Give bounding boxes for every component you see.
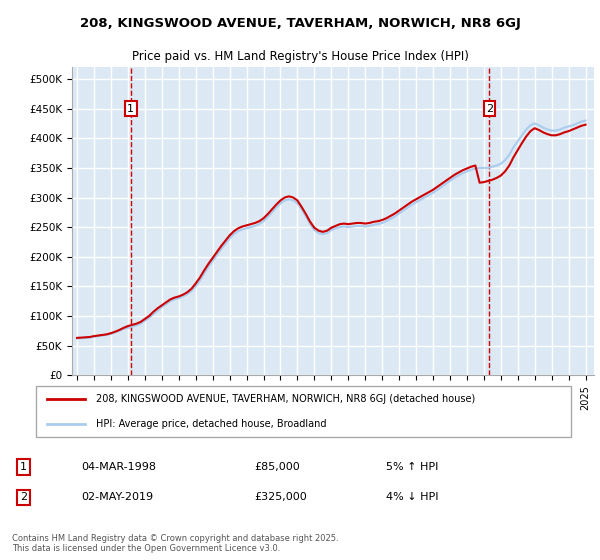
Text: 208, KINGSWOOD AVENUE, TAVERHAM, NORWICH, NR8 6GJ (detached house): 208, KINGSWOOD AVENUE, TAVERHAM, NORWICH… xyxy=(96,394,475,404)
Text: £85,000: £85,000 xyxy=(254,462,299,472)
Text: 2: 2 xyxy=(20,492,27,502)
FancyBboxPatch shape xyxy=(35,386,571,437)
Text: 208, KINGSWOOD AVENUE, TAVERHAM, NORWICH, NR8 6GJ: 208, KINGSWOOD AVENUE, TAVERHAM, NORWICH… xyxy=(80,17,520,30)
Text: 04-MAR-1998: 04-MAR-1998 xyxy=(81,462,156,472)
Text: Contains HM Land Registry data © Crown copyright and database right 2025.
This d: Contains HM Land Registry data © Crown c… xyxy=(12,534,338,553)
Text: 1: 1 xyxy=(20,462,27,472)
Text: 2: 2 xyxy=(486,104,493,114)
Text: HPI: Average price, detached house, Broadland: HPI: Average price, detached house, Broa… xyxy=(96,419,327,429)
Text: 02-MAY-2019: 02-MAY-2019 xyxy=(81,492,153,502)
Text: 5% ↑ HPI: 5% ↑ HPI xyxy=(386,462,439,472)
Text: 4% ↓ HPI: 4% ↓ HPI xyxy=(386,492,439,502)
Text: £325,000: £325,000 xyxy=(254,492,307,502)
Text: 1: 1 xyxy=(127,104,134,114)
Text: Price paid vs. HM Land Registry's House Price Index (HPI): Price paid vs. HM Land Registry's House … xyxy=(131,50,469,63)
